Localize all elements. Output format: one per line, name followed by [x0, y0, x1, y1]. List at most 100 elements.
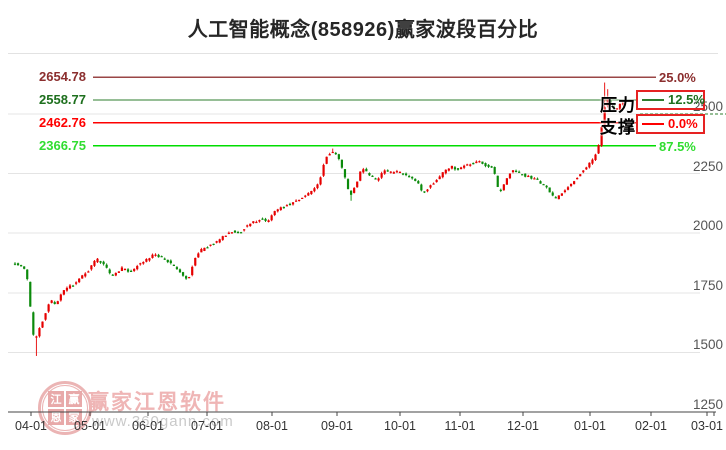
- candle: [117, 271, 120, 273]
- level-price-0: 2654.78: [39, 69, 86, 84]
- title-separator: [8, 53, 718, 54]
- candle: [573, 181, 576, 185]
- candle: [148, 258, 151, 261]
- candle: [175, 267, 179, 270]
- candle: [383, 170, 386, 174]
- candle: [139, 263, 142, 265]
- candle: [142, 262, 145, 264]
- candle: [169, 260, 172, 264]
- candle: [221, 236, 224, 240]
- candle: [243, 229, 246, 231]
- candle: [288, 203, 292, 206]
- candle: [386, 170, 389, 172]
- candle: [78, 278, 81, 283]
- level-percent-3: 87.5%: [659, 139, 696, 154]
- logo-char: 赢: [66, 391, 82, 407]
- candle: [224, 235, 227, 237]
- candle: [154, 254, 157, 256]
- candle: [163, 258, 166, 260]
- candle: [417, 181, 420, 184]
- candle: [527, 175, 530, 178]
- candle: [87, 271, 90, 273]
- candle: [93, 260, 96, 266]
- candle: [337, 154, 340, 159]
- candle: [533, 178, 536, 180]
- candle: [44, 313, 47, 320]
- level-price-1: 2558.77: [39, 92, 86, 107]
- candle: [279, 207, 282, 210]
- candle: [420, 184, 423, 191]
- candle: [267, 220, 270, 222]
- candle: [511, 170, 515, 173]
- candle: [313, 188, 316, 192]
- candle: [597, 145, 600, 154]
- candle: [111, 274, 114, 276]
- candle: [325, 156, 328, 164]
- candle: [160, 256, 163, 258]
- candle: [99, 261, 102, 263]
- candle: [200, 249, 203, 253]
- watermark-logo-icon: 江 赢 恩 家: [38, 381, 92, 435]
- candle: [68, 285, 72, 289]
- candle: [615, 108, 618, 110]
- candle: [227, 232, 230, 234]
- candle: [276, 209, 279, 212]
- x-axis-label: 03-01: [691, 419, 723, 433]
- candle: [472, 162, 475, 165]
- candle: [456, 168, 460, 170]
- candle: [353, 188, 356, 193]
- candle: [368, 173, 371, 176]
- candle: [35, 336, 38, 338]
- candle: [41, 321, 44, 328]
- candle: [166, 259, 169, 263]
- candle: [362, 169, 365, 173]
- candle: [478, 161, 481, 163]
- candle: [157, 254, 160, 258]
- candle: [432, 183, 435, 185]
- candle: [618, 104, 622, 110]
- level-percent-0: 25.0%: [659, 70, 696, 85]
- candle: [377, 178, 380, 181]
- y-axis-label: 2500: [692, 99, 723, 114]
- candle: [255, 221, 258, 224]
- candle: [26, 269, 29, 280]
- candle: [490, 166, 493, 168]
- resistance-target-box: 12.5%: [636, 90, 705, 110]
- candle: [102, 261, 105, 265]
- candle: [331, 151, 334, 154]
- candle: [13, 263, 17, 265]
- candle: [273, 211, 276, 216]
- y-axis-label: 1500: [692, 337, 723, 353]
- candle: [184, 276, 188, 279]
- x-axis-label: 09-01: [321, 419, 353, 433]
- candle: [469, 164, 472, 166]
- candle: [505, 178, 508, 185]
- candle: [47, 304, 50, 312]
- candle: [463, 165, 466, 168]
- candle: [301, 197, 304, 200]
- candle: [530, 175, 533, 179]
- candle: [576, 178, 579, 180]
- candle: [340, 159, 344, 168]
- candle: [261, 218, 264, 220]
- candle: [487, 164, 490, 167]
- candle: [32, 312, 35, 335]
- candle: [133, 268, 136, 271]
- candle: [252, 221, 255, 224]
- candle: [23, 266, 26, 269]
- candle: [65, 287, 69, 291]
- candle: [334, 152, 337, 155]
- x-axis-label: 11-01: [444, 419, 476, 433]
- x-axis-label: 02-01: [635, 419, 667, 433]
- candle: [218, 239, 221, 243]
- candle: [389, 171, 392, 173]
- pressure-label: 压力: [600, 96, 636, 115]
- candle: [212, 243, 215, 245]
- candle: [90, 265, 93, 270]
- logo-char: 江: [48, 391, 64, 407]
- candle: [81, 275, 84, 279]
- candle: [414, 178, 417, 181]
- support-label: 支撑: [600, 118, 636, 137]
